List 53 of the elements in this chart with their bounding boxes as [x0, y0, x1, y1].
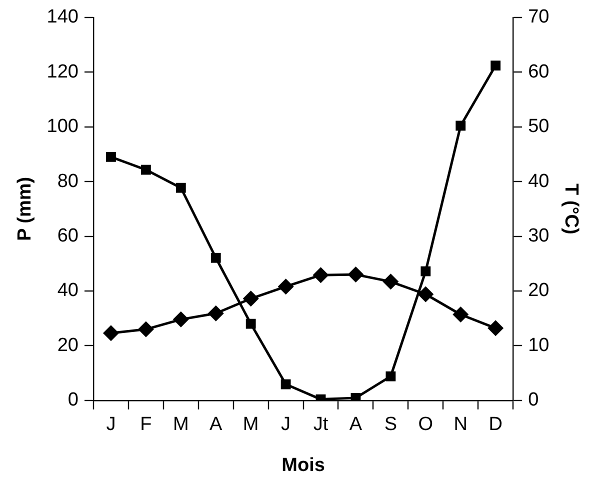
y-tick-label: 20 — [57, 334, 78, 356]
y2-tick-label: 70 — [528, 6, 550, 28]
x-tick-label: N — [454, 414, 468, 436]
x-tick-label: A — [210, 414, 223, 436]
y-tick-label: 0 — [68, 390, 78, 411]
y2-tick-label: 30 — [528, 225, 550, 246]
point — [382, 274, 399, 290]
point — [348, 266, 364, 283]
point — [490, 60, 501, 70]
point — [386, 371, 396, 382]
x-tick-label: S — [384, 414, 398, 436]
point — [420, 266, 431, 276]
y2-tick-label: 60 — [528, 61, 550, 82]
y2-tick-label: 50 — [528, 116, 550, 138]
point — [280, 379, 291, 390]
x-tick-label: F — [140, 414, 152, 436]
y2-tick-label: 0 — [528, 390, 539, 411]
point — [138, 321, 154, 338]
x-axis-title: Mois — [282, 454, 325, 476]
y2-tick-label: 20 — [528, 280, 550, 302]
point — [210, 252, 221, 263]
point — [208, 305, 224, 322]
point — [456, 120, 466, 131]
x-tick-label: Jt — [313, 414, 329, 436]
y-tick-label: 120 — [46, 61, 78, 82]
point — [176, 182, 186, 193]
point — [242, 290, 259, 307]
y-tick-label: 100 — [46, 116, 78, 138]
point — [488, 320, 504, 336]
x-tick-label: J — [281, 414, 291, 436]
y-tick-label: 60 — [57, 225, 78, 246]
point — [312, 267, 329, 284]
y2-tick-label: 40 — [528, 170, 550, 192]
y-tick-label: 80 — [57, 170, 78, 192]
y2-tick-label: 10 — [528, 334, 550, 356]
x-tick-label: M — [242, 414, 259, 436]
point — [278, 278, 294, 295]
x-tick-label: A — [349, 414, 362, 436]
x-tick-label: J — [106, 414, 116, 436]
point — [418, 286, 434, 302]
y-axis-title: P (mm) — [14, 176, 36, 241]
x-tick-label: M — [172, 414, 189, 436]
x-tick-label: O — [418, 414, 434, 436]
point — [452, 306, 469, 322]
point — [172, 311, 189, 328]
y2-axis-title: T (°C) — [560, 183, 582, 234]
point — [102, 325, 119, 342]
point — [106, 152, 116, 162]
x-tick-label: D — [488, 414, 502, 436]
point — [246, 318, 256, 329]
point — [140, 164, 151, 175]
y-tick-label: 140 — [46, 6, 78, 28]
y-tick-label: 40 — [57, 280, 78, 302]
